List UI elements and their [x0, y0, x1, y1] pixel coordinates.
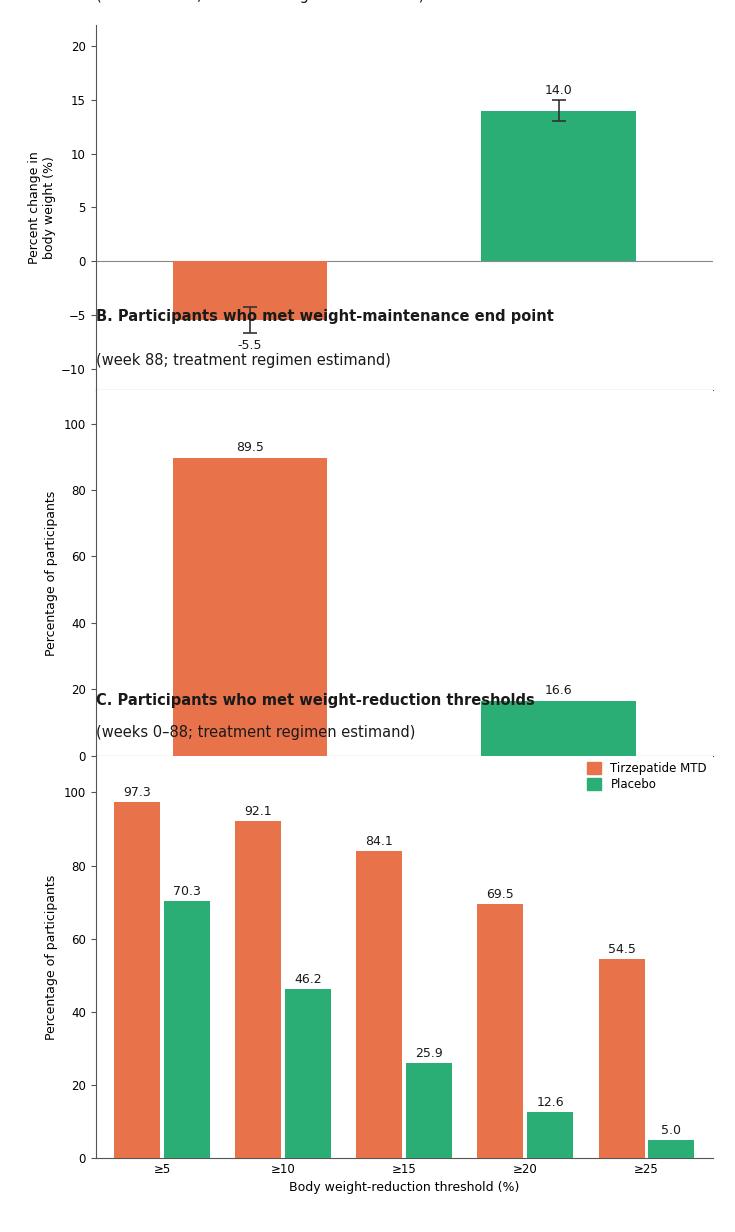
Text: 5.0: 5.0 — [662, 1124, 681, 1137]
Y-axis label: Percent change in
body weight (%): Percent change in body weight (%) — [27, 152, 56, 264]
X-axis label: Maintenance of ≥80% of weight lost during lead-in: Maintenance of ≥80% of weight lost durin… — [245, 780, 564, 792]
Bar — [173, 261, 327, 320]
Text: (week 88; treatment regimen estimand): (week 88; treatment regimen estimand) — [96, 354, 390, 368]
Text: 97.3: 97.3 — [123, 786, 151, 800]
Bar — [527, 1112, 573, 1158]
Text: C. Participants who met weight-reduction thresholds: C. Participants who met weight-reduction… — [96, 692, 534, 707]
Text: 70.3: 70.3 — [173, 885, 201, 898]
Bar — [478, 904, 523, 1158]
Text: 12.6: 12.6 — [537, 1096, 564, 1109]
Bar — [235, 822, 282, 1158]
Text: -5.5: -5.5 — [237, 339, 262, 351]
Bar — [115, 802, 160, 1158]
Bar — [648, 1140, 694, 1158]
Bar — [481, 701, 636, 756]
Text: (weeks 0–88; treatment regimen estimand): (weeks 0–88; treatment regimen estimand) — [96, 724, 415, 739]
Text: 84.1: 84.1 — [365, 834, 393, 848]
Text: 89.5: 89.5 — [236, 441, 264, 455]
Text: (weeks 36–88; treatment regimen estimand): (weeks 36–88; treatment regimen estimand… — [96, 0, 424, 2]
Bar — [173, 458, 327, 756]
Text: 14.0: 14.0 — [545, 84, 573, 96]
Text: 16.6: 16.6 — [545, 684, 573, 697]
Bar — [481, 111, 636, 261]
Y-axis label: Percentage of participants: Percentage of participants — [45, 490, 58, 655]
Legend: Tirzepatide MTD, Placebo: Tirzepatide MTD, Placebo — [587, 761, 707, 791]
Bar — [164, 901, 210, 1158]
Bar — [406, 1063, 452, 1158]
Text: B. Participants who met weight-maintenance end point: B. Participants who met weight-maintenan… — [96, 309, 553, 324]
Bar — [356, 850, 403, 1158]
Text: 25.9: 25.9 — [415, 1047, 443, 1061]
Text: 54.5: 54.5 — [608, 942, 636, 956]
Text: 92.1: 92.1 — [245, 806, 272, 818]
Text: 69.5: 69.5 — [487, 888, 514, 901]
Text: 46.2: 46.2 — [294, 973, 322, 987]
Bar — [598, 958, 645, 1158]
Bar — [285, 989, 331, 1158]
X-axis label: Body weight-reduction threshold (%): Body weight-reduction threshold (%) — [289, 1181, 520, 1195]
Y-axis label: Percentage of participants: Percentage of participants — [45, 875, 58, 1040]
